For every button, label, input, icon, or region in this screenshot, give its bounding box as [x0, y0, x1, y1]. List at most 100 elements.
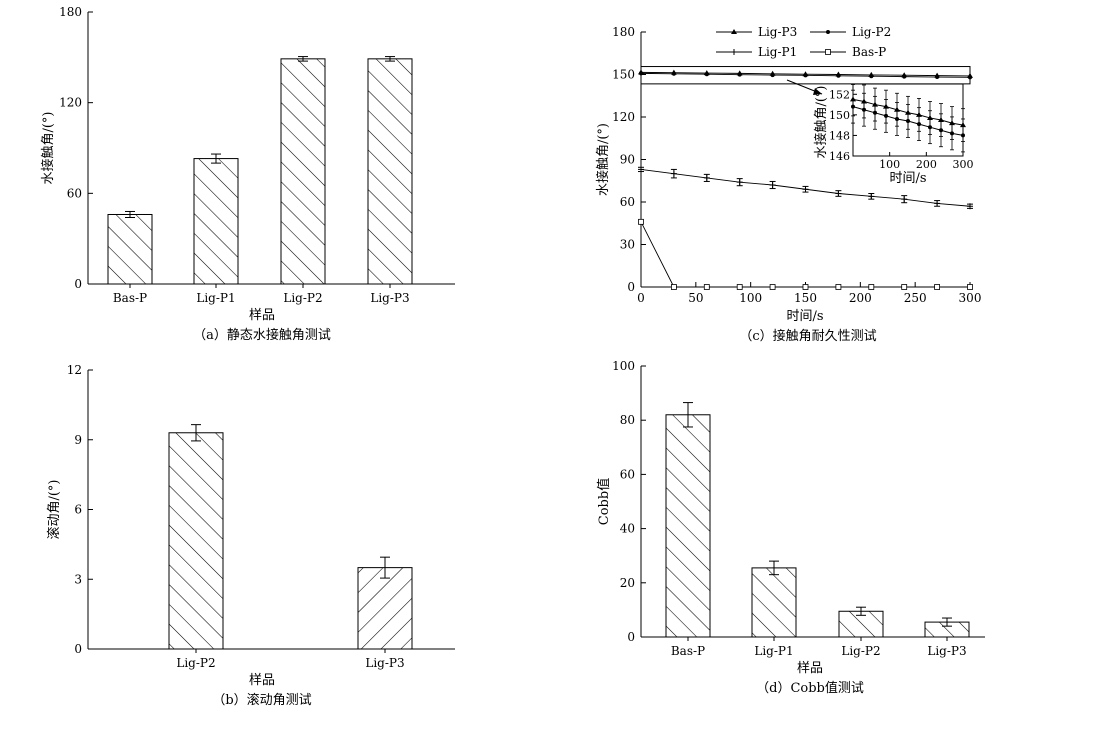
x-tick-label: 0: [637, 291, 645, 305]
marker-dot: [826, 30, 830, 34]
marker-dot: [906, 119, 910, 124]
y-axis-title: 水接触角/(°): [40, 111, 56, 184]
y-tick-label: 120: [59, 96, 82, 110]
inset-y-tick-label: 152: [829, 88, 850, 101]
marker-dot: [639, 71, 643, 76]
panel-c-durability: 0 30 60 90 120 150 180 0 50 100 150 200 250 300 Lig-P3…: [595, 25, 981, 344]
marker-cross: [934, 200, 941, 207]
series-bas-p: [638, 218, 973, 290]
y-tick-label: 120: [612, 110, 635, 124]
y-tick-label: 20: [620, 576, 635, 590]
bar: [665, 414, 711, 638]
marker-dot: [895, 116, 899, 121]
y-tick-label: 12: [67, 363, 82, 377]
y-axis-title: Cobb值: [596, 478, 612, 525]
marker-dot: [671, 71, 676, 76]
panel-a-static-contact-angle: 0 60 120 180 Bas-P Lig-P1 Lig-P2 Lig-P3 样品 水接触角/(…: [40, 5, 455, 343]
marker-cross: [703, 174, 710, 181]
y-tick-label: 9: [74, 433, 82, 447]
marker-dot: [873, 110, 877, 115]
marker-cross: [868, 193, 875, 200]
marker-cross: [769, 182, 776, 188]
marker-cross: [967, 203, 973, 210]
marker-dot: [737, 72, 742, 77]
marker-dot: [869, 74, 874, 79]
y-tick-label: 80: [620, 413, 635, 427]
marker-square: [868, 284, 875, 290]
x-axis-title: 时间/s: [786, 309, 823, 324]
y-tick-label: 180: [612, 25, 635, 39]
marker-square: [802, 284, 809, 290]
marker-square: [967, 284, 973, 290]
panel-caption: （b）滚动角测试: [212, 692, 311, 708]
x-tick-label: 200: [849, 291, 872, 305]
panel-b-sliding-angle: 0 3 6 9 12 Lig-P2 Lig-P3 样品 滚动角/(°) （b）滚动角测试: [46, 363, 455, 708]
x-axis-title: 样品: [249, 308, 275, 323]
marker-dot: [939, 128, 943, 133]
y-tick-label: 0: [627, 280, 635, 294]
inset-y-tick-label: 146: [829, 150, 850, 163]
y-axis-title: 滚动角/(°): [46, 479, 62, 539]
marker-cross: [835, 190, 842, 197]
legend-label: Bas-P: [852, 45, 886, 59]
marker-dot: [862, 107, 866, 112]
zoom-arrow-head: [813, 88, 822, 95]
x-tick-label: 100: [739, 291, 762, 305]
marker-dot: [928, 125, 932, 130]
y-tick-label: 60: [67, 186, 82, 200]
bar: [751, 567, 797, 638]
y-tick-label: 30: [620, 238, 635, 252]
series-line: [640, 221, 970, 288]
marker-dot: [884, 113, 888, 118]
marker-dot: [950, 131, 954, 136]
marker-square: [835, 284, 842, 290]
marker-dot: [968, 75, 972, 80]
marker-cross: [802, 186, 809, 193]
marker-square: [825, 49, 831, 55]
bar: [168, 432, 224, 650]
marker-square: [703, 284, 710, 290]
y-tick-label: 6: [74, 503, 82, 517]
inset-y-tick-label: 150: [829, 109, 850, 122]
legend-label: Lig-P1: [758, 45, 797, 59]
marker-dot: [935, 75, 940, 80]
inset-y-tick-label: 148: [829, 129, 850, 142]
y-tick-label: 60: [620, 467, 635, 481]
marker-dot: [770, 73, 775, 78]
x-tick-label: Lig-P1: [196, 291, 235, 305]
inset-series-lig-p2: [851, 89, 965, 153]
x-axis-title: 样品: [797, 661, 823, 676]
x-tick-label: Lig-P2: [283, 291, 322, 305]
series-lig-p1: [638, 166, 973, 210]
marker-square: [671, 284, 677, 290]
marker-cross: [901, 196, 908, 203]
marker-dot: [917, 122, 921, 127]
bar: [193, 158, 239, 285]
x-tick-label: 150: [794, 291, 817, 305]
marker-cross: [736, 179, 743, 186]
y-tick-label: 180: [59, 5, 82, 19]
panel-d-cobb-value: 0 20 40 60 80 100 Bas-P Lig-P1 Lig-P2 Lig-P3 样品 Cob…: [596, 359, 985, 696]
marker-square: [736, 284, 743, 290]
marker-square: [901, 284, 908, 290]
marker-dot: [704, 72, 709, 77]
y-tick-label: 60: [620, 195, 635, 209]
y-tick-label: 40: [620, 522, 635, 536]
legend: Lig-P3 Lig-P2 Lig-P1 Bas-P: [716, 25, 891, 59]
marker-cross: [638, 166, 644, 173]
series-lig-p2: [639, 71, 972, 80]
inset-x-axis-title: 时间/s: [889, 171, 926, 186]
x-tick-label: Bas-P: [113, 291, 147, 305]
marker-square: [769, 284, 776, 290]
x-axis-title: 样品: [249, 673, 275, 688]
y-tick-label: 0: [74, 277, 82, 291]
inset-chart: 146 148 150 152 100 200 300 时间/s 水接触角/(°): [813, 83, 974, 186]
inset-x-tick-label: 300: [953, 158, 974, 171]
marker-cross: [670, 170, 677, 177]
x-tick-label: Lig-P1: [754, 644, 793, 658]
x-tick-label: Lig-P2: [176, 656, 215, 670]
y-axis-title: 水接触角/(°): [595, 123, 611, 196]
y-tick-label: 3: [74, 572, 82, 586]
y-tick-label: 150: [612, 68, 635, 82]
